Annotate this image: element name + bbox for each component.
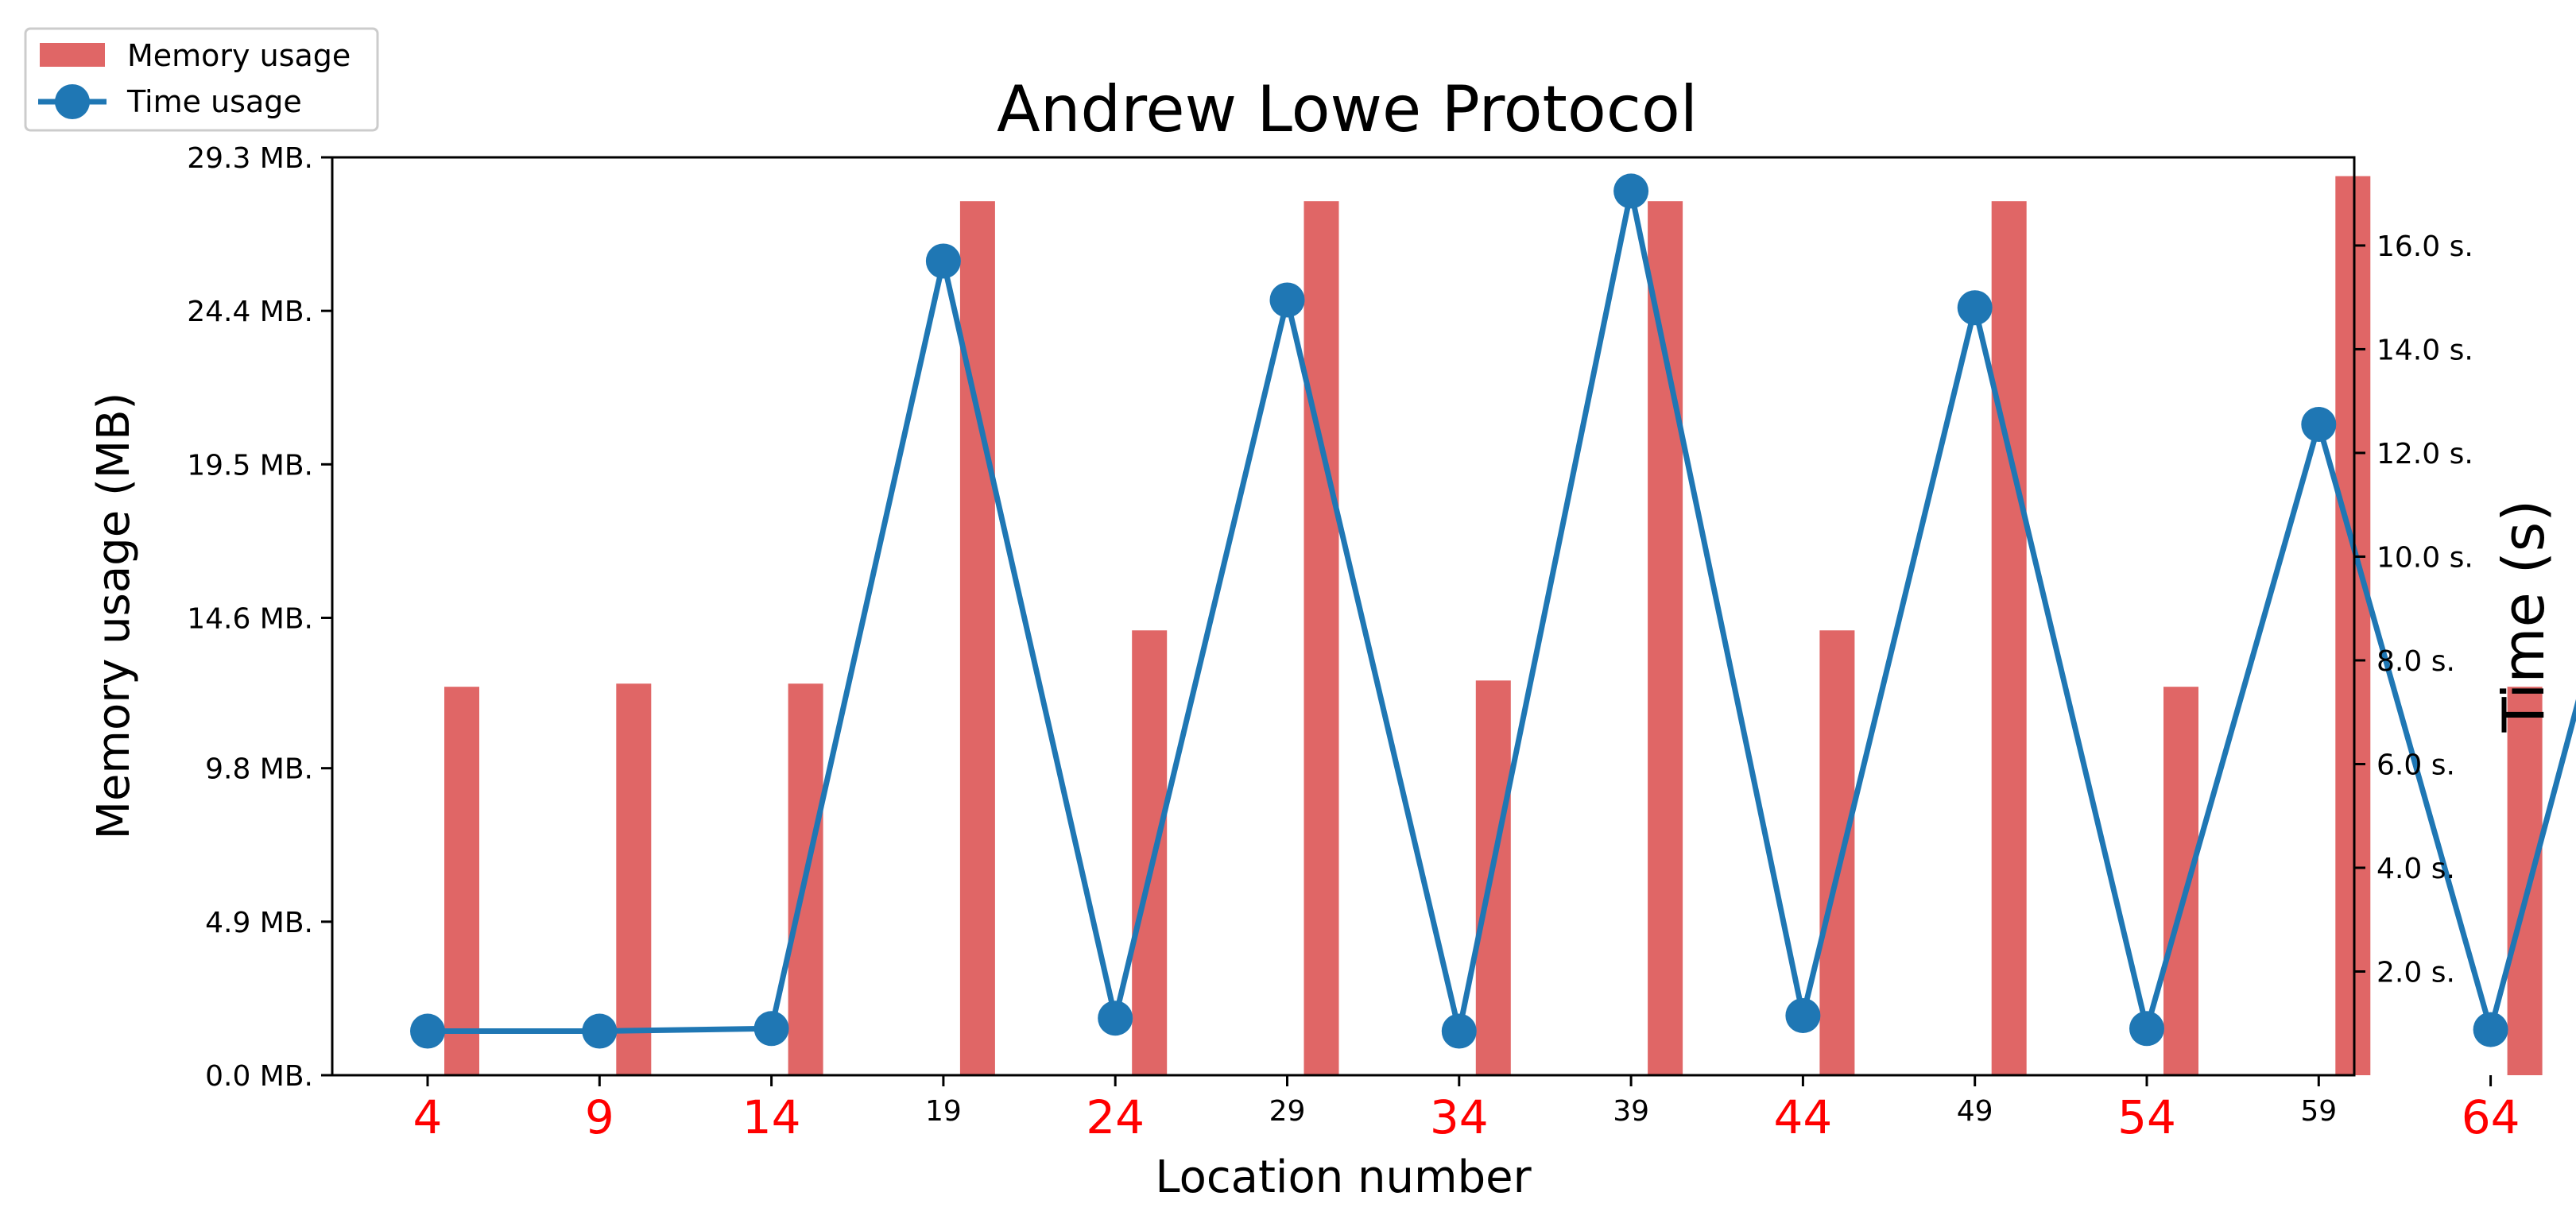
time-line-path [428,188,2576,1035]
left-tick-label: 14.6 MB. [187,602,313,635]
right-tick-label: 2.0 s. [2377,956,2455,989]
time-point [410,1013,445,1049]
memory-bar [959,201,995,1075]
left-tick-label: 9.8 MB. [205,753,313,786]
x-tick-label: 4 [413,1090,443,1144]
x-tick-label: 54 [2117,1090,2176,1144]
time-point [1613,173,1649,209]
right-tick-label: 12.0 s. [2377,438,2473,470]
x-tick-label: 64 [2462,1090,2520,1144]
plot-frame [331,156,2356,1077]
x-tick-label: 34 [1430,1090,1489,1144]
time-point [2473,1012,2508,1047]
x-tick-label: 14 [742,1090,801,1144]
time-point [1957,290,1993,326]
x-tick-label: 49 [1957,1095,1993,1128]
left-tick-label: 29.3 MB. [187,142,313,175]
left-tick-label: 24.4 MB. [187,296,313,328]
time-point [925,243,961,279]
legend-frame [24,27,379,132]
x-axis-label: Location number [1155,1152,1532,1203]
time-point [2301,407,2337,443]
time-point [582,1013,618,1049]
y-axis-label-right: Time (s) [2490,500,2557,733]
memory-bar [2335,176,2371,1076]
legend-marker-time [55,84,90,119]
x-tick-label: 9 [585,1090,614,1144]
time-point [1785,997,1821,1033]
left-axis-ticks: 0.0 MB. 4.9 MB. 9.8 MB. 14.6 MB. 19.5 MB. 24.… [187,142,332,1093]
right-tick-label: 8.0 s. [2377,645,2455,678]
time-point [1441,1013,1477,1049]
legend-label-time: Time usage [126,84,302,119]
x-tick-label: 44 [1773,1090,1832,1144]
x-tick-label: 24 [1086,1090,1145,1144]
memory-bar [1303,201,1339,1075]
x-axis-ticks: 4914192429343944495459646974798489949910… [413,1075,2520,1144]
right-tick-label: 14.0 s. [2377,334,2473,366]
time-point [2129,1011,2164,1047]
memory-bar [1648,201,1683,1075]
memory-bar [1132,630,1168,1075]
legend-swatch-memory [40,43,105,67]
memory-bar [1991,201,2027,1075]
x-tick-label: 29 [1269,1095,1306,1128]
legend-label-memory: Memory usage [127,38,351,73]
x-tick-label: 39 [1613,1095,1649,1128]
chart-title: Andrew Lowe Protocol [997,72,1698,146]
memory-bar [2507,687,2543,1075]
time-point [1269,282,1305,318]
right-tick-label: 4.0 s. [2377,853,2455,885]
memory-bar [616,683,652,1075]
left-tick-label: 19.5 MB. [187,449,313,482]
x-tick-label: 59 [2300,1095,2337,1128]
memory-bar [1819,630,1855,1075]
memory-bar [444,687,479,1075]
right-axis-ticks: 2.0 s. 4.0 s. 6.0 s. 8.0 s. 10.0 s. 12.0 s. 14… [2354,230,2473,989]
memory-bar [2163,687,2198,1075]
time-point [1098,1001,1133,1036]
right-tick-label: 16.0 s. [2377,230,2473,263]
legend: Memory usage Time usage [24,27,379,132]
left-tick-label: 0.0 MB. [205,1060,313,1093]
time-line [410,173,2576,1049]
right-tick-label: 6.0 s. [2377,749,2455,781]
y-axis-label-left: Memory usage (MB) [88,393,140,840]
left-tick-label: 4.9 MB. [205,907,313,939]
time-point [753,1011,789,1047]
memory-bars [444,176,2543,1076]
x-tick-label: 19 [925,1095,962,1128]
right-tick-label: 10.0 s. [2377,541,2473,574]
